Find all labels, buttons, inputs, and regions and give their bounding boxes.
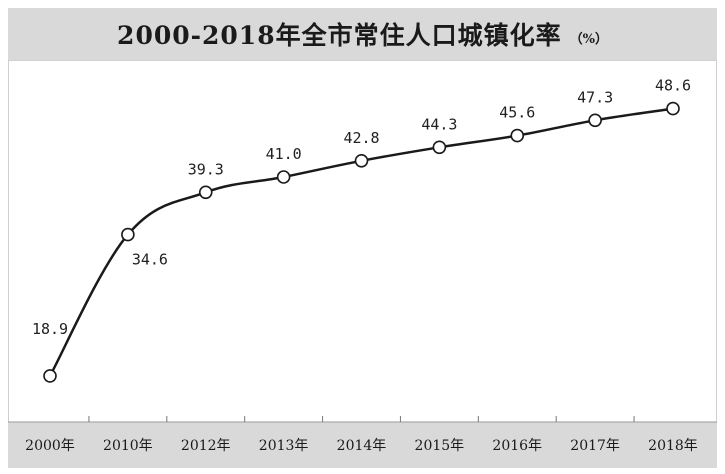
data-point — [121, 227, 135, 242]
x-tick-label: 2018年 — [648, 438, 698, 454]
data-point — [43, 369, 57, 383]
data-label: 48.6 — [655, 77, 691, 95]
data-label: 18.9 — [32, 320, 68, 338]
x-tick-label: 2012年 — [181, 438, 231, 454]
data-label: 39.3 — [188, 160, 224, 178]
x-tick-label: 2013年 — [259, 438, 309, 454]
x-tick-label: 2015年 — [415, 438, 465, 454]
data-point — [510, 128, 525, 143]
data-label: 34.6 — [132, 251, 168, 269]
data-label: 41.0 — [266, 145, 302, 163]
x-tick-label: 2017年 — [570, 438, 620, 454]
data-point — [354, 154, 369, 168]
data-label: 44.3 — [421, 115, 457, 133]
x-tick-label: 2000年 — [25, 438, 75, 454]
data-label: 42.8 — [343, 129, 379, 147]
data-label: 45.6 — [499, 104, 535, 122]
chart-title-bar: 2000-2018年全市常住人口城镇化率 （%） — [8, 8, 717, 60]
data-label: 47.3 — [577, 88, 613, 106]
data-point — [432, 140, 447, 155]
data-point — [666, 101, 680, 116]
x-tick-label: 2010年 — [103, 438, 153, 454]
series-line — [48, 107, 674, 377]
data-point — [588, 113, 602, 128]
data-point — [276, 170, 291, 184]
x-tick-label: 2016年 — [492, 438, 542, 454]
chart-title-unit: （%） — [569, 31, 608, 47]
x-tick-label: 2014年 — [337, 438, 387, 454]
chart-title: 2000-2018年全市常住人口城镇化率 — [117, 21, 562, 50]
data-point — [198, 185, 213, 200]
x-axis-band — [8, 422, 717, 468]
